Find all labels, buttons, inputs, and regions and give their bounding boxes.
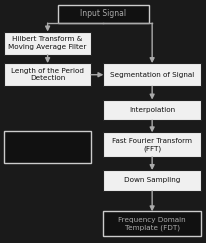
Text: Length of the Period
Detection: Length of the Period Detection	[11, 68, 84, 81]
FancyBboxPatch shape	[4, 32, 91, 55]
FancyBboxPatch shape	[58, 5, 148, 23]
FancyBboxPatch shape	[103, 132, 200, 157]
FancyBboxPatch shape	[103, 170, 200, 191]
Text: Hilbert Transform &
Moving Average Filter: Hilbert Transform & Moving Average Filte…	[8, 36, 86, 50]
Text: Interpolation: Interpolation	[129, 107, 174, 113]
FancyBboxPatch shape	[4, 131, 91, 163]
Text: Fast Fourier Transform
(FFT): Fast Fourier Transform (FFT)	[112, 138, 191, 152]
Text: Down Sampling: Down Sampling	[123, 177, 179, 183]
FancyBboxPatch shape	[103, 63, 200, 86]
FancyBboxPatch shape	[103, 211, 200, 236]
FancyBboxPatch shape	[103, 100, 200, 120]
Text: Input Signal: Input Signal	[80, 9, 126, 18]
Text: Frequency Domain
Template (FDT): Frequency Domain Template (FDT)	[118, 217, 185, 231]
Text: Segmentation of Signal: Segmentation of Signal	[109, 72, 193, 78]
FancyBboxPatch shape	[4, 63, 91, 86]
